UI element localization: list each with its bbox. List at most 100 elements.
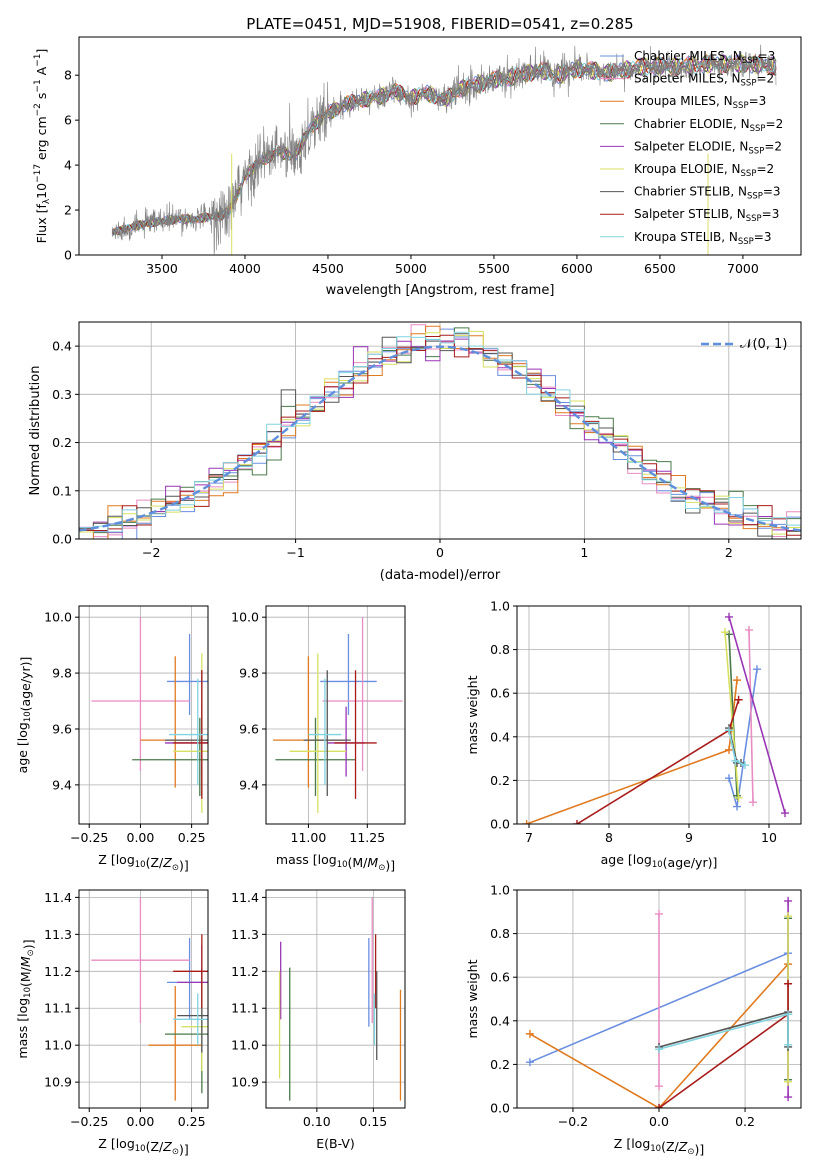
- x-axis-label: E(B-V): [316, 1136, 355, 1151]
- residuals-plot-area: [79, 324, 801, 539]
- weight-series: [576, 699, 740, 824]
- weight-marker: [784, 1077, 793, 1086]
- y-tick-label: 0.0: [52, 532, 72, 547]
- x-axis-label: Z [log10(Z/Z⊙)]: [98, 1136, 188, 1157]
- weight-marker: [721, 628, 729, 637]
- axes-frame: [265, 889, 406, 1109]
- weight-marker: [733, 802, 741, 811]
- y-tick-label: 11.1: [231, 1001, 259, 1016]
- residuals-panel: −2 −1 0 1 2 0.0 0.1 0.2 0.3 0.4 (data-model)/error…: [28, 321, 802, 583]
- weight-marker: [753, 665, 761, 674]
- x-tick-label: 9: [685, 830, 693, 845]
- weight-marker: [725, 612, 733, 621]
- weight-marker: [655, 1045, 663, 1054]
- y-tick-label: 0.6: [490, 970, 510, 985]
- legend-label: Salpeter STELIB, NSSP=3: [634, 207, 779, 224]
- weight-marker: [525, 1058, 534, 1067]
- y-tick-label: 0.0: [490, 817, 510, 832]
- weight-marker: [781, 809, 789, 818]
- weight-marker: [784, 979, 793, 988]
- axes-frame: [516, 605, 802, 825]
- mass_vs_ebv-panel: 0.10 0.15 10.9 11.0 11.1 11.2 11.3 11.4 E(B-V): [231, 889, 406, 1151]
- x-tick-label: 5500: [478, 261, 510, 276]
- x-axis-label: Z [log10(Z/Z⊙)]: [614, 1136, 704, 1157]
- y-tick-label: 0.4: [52, 339, 72, 354]
- weight-marker: [784, 1010, 793, 1019]
- normal-curve: [79, 345, 801, 532]
- y-tick-label: 0.8: [490, 926, 510, 941]
- y-tick-label: 11.2: [231, 964, 259, 979]
- x-tick-label: 0.25: [178, 1114, 206, 1129]
- x-tick-label: −0.2: [558, 1114, 588, 1129]
- x-axis-label: wavelength [Angstrom, rest frame]: [326, 283, 555, 298]
- y-tick-label: 9.8: [239, 666, 259, 681]
- legend-label: Salpeter MILES, NSSP=2: [634, 72, 774, 89]
- y-tick-label: 0.0: [490, 1101, 510, 1116]
- y-tick-label: 11.4: [44, 890, 72, 905]
- y-tick-label: 9.6: [239, 721, 259, 736]
- y-tick-label: 11.0: [44, 1038, 72, 1053]
- y-tick-label: 10.0: [44, 610, 72, 625]
- legend-label: Chabrier ELODIE, NSSP=2: [634, 117, 783, 134]
- weight-series: [658, 1011, 789, 1048]
- y-axis-label: mass weight: [465, 675, 480, 754]
- weight-marker: [655, 909, 663, 918]
- weight-marker: [522, 820, 531, 824]
- x-tick-label: 5000: [395, 261, 427, 276]
- y-tick-label: 10.0: [231, 610, 259, 625]
- weight-marker: [725, 774, 733, 783]
- y-axis-label: Flux [fλ10−17 erg cm−2 s−1 A−1]: [33, 49, 52, 244]
- y-tick-label: 11.0: [231, 1038, 259, 1053]
- axes-frame: [78, 605, 209, 825]
- weight-marker: [725, 726, 733, 735]
- weight-series: [658, 983, 789, 1108]
- x-axis-label: Z [log10(Z/Z⊙)]: [98, 852, 188, 873]
- weight-marker: [525, 1029, 534, 1038]
- x-tick-label: 0.00: [127, 1114, 155, 1129]
- weight-series: [724, 632, 740, 798]
- weight_vs_age-panel: 7 8 9 10 0.0 0.2 0.4 0.6 0.8 1.0 age [log10(age/yr…: [465, 599, 802, 870]
- x-tick-label: 4500: [312, 261, 344, 276]
- x-tick-label: 3500: [146, 261, 178, 276]
- y-tick-label: 10.9: [231, 1075, 259, 1090]
- weight-marker: [734, 695, 743, 704]
- legend-label: Chabrier STELIB, NSSP=3: [634, 185, 781, 202]
- x-axis-label: age [log10(age/yr)]: [601, 852, 718, 870]
- observed-spectrum: [111, 44, 777, 255]
- y-axis-label: mass weight: [465, 959, 480, 1038]
- legend-label: 𝒩(0, 1): [740, 337, 787, 352]
- x-tick-label: 0.0: [649, 1114, 669, 1129]
- mass_vs_Z-panel: −0.25 0.00 0.25 10.9 11.0 11.1 11.2 11.3 11.4 Z […: [15, 889, 209, 1157]
- y-tick-label: 0.8: [490, 642, 510, 657]
- y-axis-label: Normed distribution: [28, 366, 43, 496]
- y-tick-label: 9.6: [52, 721, 72, 736]
- weight-series: [529, 963, 789, 1108]
- y-tick-label: 11.4: [231, 890, 259, 905]
- weight_vs_Z-panel: −0.2 0.0 0.2 0.0 0.2 0.4 0.6 0.8 1.0 Z [log10(Z/Z…: [465, 883, 802, 1157]
- y-tick-label: 9.4: [239, 777, 259, 792]
- y-tick-label: 11.3: [44, 927, 72, 942]
- x-tick-label: 1: [580, 545, 588, 560]
- x-tick-label: 0.15: [359, 1114, 387, 1129]
- y-tick-label: 6: [64, 113, 72, 128]
- y-tick-label: 4: [64, 158, 72, 173]
- legend-label: Kroupa MILES, NSSP=3: [634, 94, 766, 111]
- mass_vs_ebv-plot-area: [278, 897, 402, 1101]
- figure-title: PLATE=0451, MJD=51908, FIBERID=0541, z=0…: [246, 15, 633, 33]
- weight-marker: [749, 798, 757, 807]
- x-tick-label: 11.00: [291, 830, 327, 845]
- x-tick-label: 0: [436, 545, 444, 560]
- y-tick-label: 0.2: [52, 435, 72, 450]
- weight-series: [526, 680, 738, 824]
- weight_vs_age-plot-area: [522, 612, 789, 824]
- x-tick-label: 0.00: [127, 830, 155, 845]
- x-tick-label: 0.25: [178, 830, 206, 845]
- y-tick-label: 0.3: [52, 387, 72, 402]
- legend-label: Kroupa ELODIE, NSSP=2: [634, 162, 774, 179]
- y-tick-label: 9.8: [52, 666, 72, 681]
- x-tick-label: 0.10: [303, 1114, 331, 1129]
- y-tick-label: 0.4: [490, 729, 510, 744]
- mass_vs_Z-plot-area: [91, 897, 208, 1101]
- weight-marker: [725, 745, 733, 754]
